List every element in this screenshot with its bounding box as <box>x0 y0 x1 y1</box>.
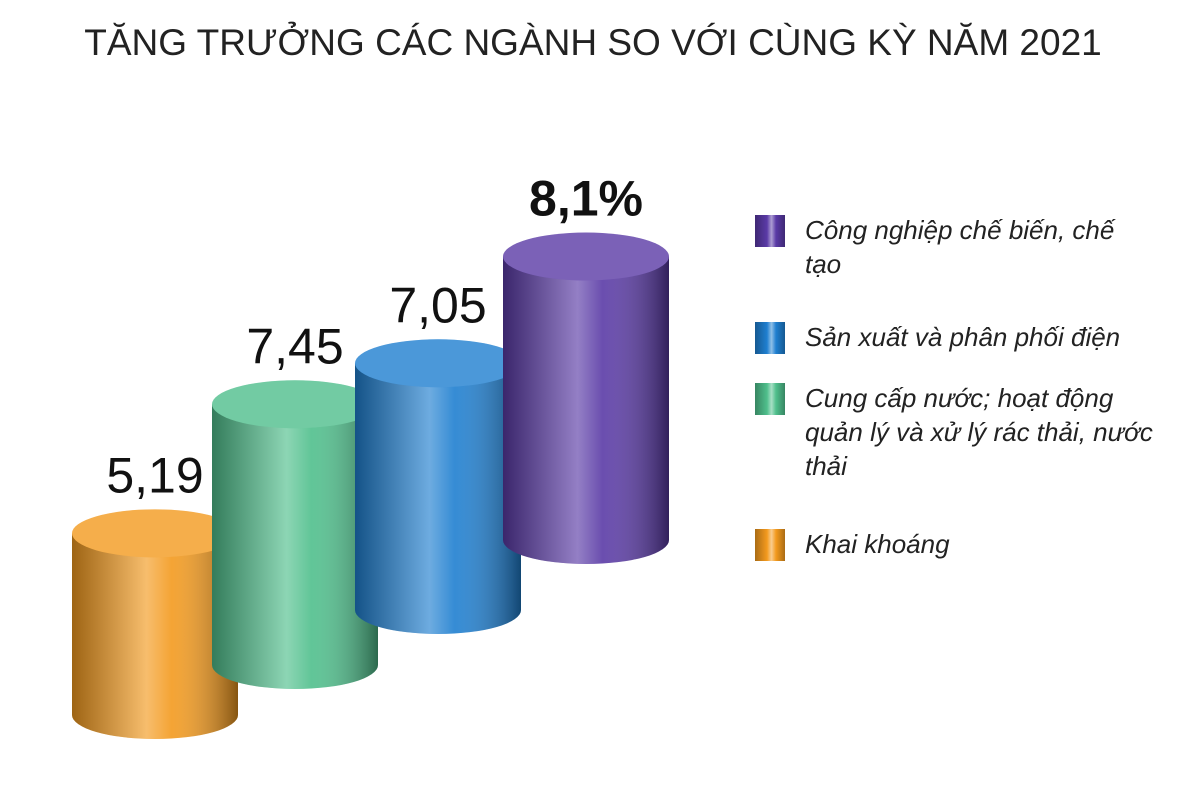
value-label: 7,05 <box>389 277 486 333</box>
cylinder-shade <box>355 363 521 634</box>
cylinder-top-highlight <box>72 509 238 558</box>
chart-title: TĂNG TRƯỞNG CÁC NGÀNH SO VỚI CÙNG KỲ NĂM… <box>84 21 1101 63</box>
cylinder-top <box>72 509 238 558</box>
cylinder-shade <box>503 256 669 564</box>
cylinder-top <box>212 380 378 429</box>
legend-label: Sản xuất và phân phối điện <box>805 322 1121 352</box>
cylinder-top-highlight <box>212 380 378 429</box>
legend-swatch <box>755 215 785 247</box>
value-label: 5,19 <box>106 448 203 504</box>
legend-label: Cung cấp nước; hoạt động quản lý và xử l… <box>805 383 1153 481</box>
legend-swatch <box>755 529 785 561</box>
legend-swatch <box>755 383 785 415</box>
cylinder-shade <box>72 533 238 739</box>
cylinder-top <box>503 232 669 281</box>
cylinder-top <box>355 339 521 388</box>
value-label: 8,1% <box>529 171 643 227</box>
cylinder-top-highlight <box>355 339 521 388</box>
cylinder-top-highlight <box>503 232 669 281</box>
value-label: 7,45 <box>246 318 343 374</box>
legend-swatch <box>755 322 785 354</box>
legend-label: Khai khoáng <box>805 529 950 559</box>
legend-label: Công nghiệp chế biến, chế tạo <box>805 215 1115 279</box>
cylinder-shade <box>212 404 378 689</box>
